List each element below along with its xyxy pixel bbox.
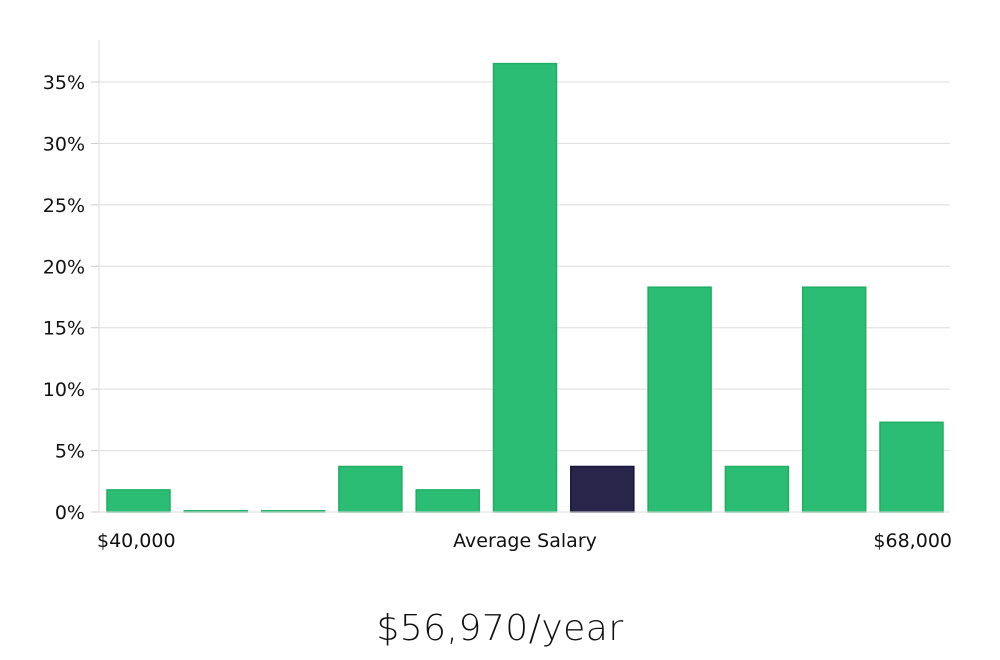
- bar: [106, 489, 171, 513]
- salary-histogram: 0% 5% 10% 15% 20% 25% 30% 35% $40,000 Average S…: [43, 40, 952, 552]
- bar: [801, 286, 867, 513]
- y-tick-label: 30%: [43, 133, 85, 155]
- x-min-label: $40,000: [97, 530, 176, 552]
- y-axis: 0% 5% 10% 15% 20% 25% 30% 35%: [43, 72, 99, 524]
- y-tick-label: 10%: [43, 379, 85, 401]
- bar: [647, 286, 712, 513]
- bar: [492, 62, 558, 513]
- y-tick-label: 25%: [43, 195, 85, 217]
- bar-highlighted: [570, 465, 635, 513]
- x-max-label: $68,000: [873, 530, 952, 552]
- average-salary-headline: $56,970/year: [376, 608, 624, 649]
- y-tick-label: 15%: [43, 318, 85, 340]
- bar: [415, 489, 480, 513]
- bar: [879, 421, 944, 513]
- bar: [338, 465, 403, 513]
- y-tick-label: 20%: [43, 256, 85, 278]
- y-tick-label: 0%: [55, 502, 85, 524]
- y-tick-label: 5%: [55, 441, 85, 463]
- bars: [106, 62, 944, 513]
- y-tick-label: 35%: [43, 72, 85, 94]
- bar: [724, 465, 790, 513]
- x-axis-label: Average Salary: [453, 530, 597, 552]
